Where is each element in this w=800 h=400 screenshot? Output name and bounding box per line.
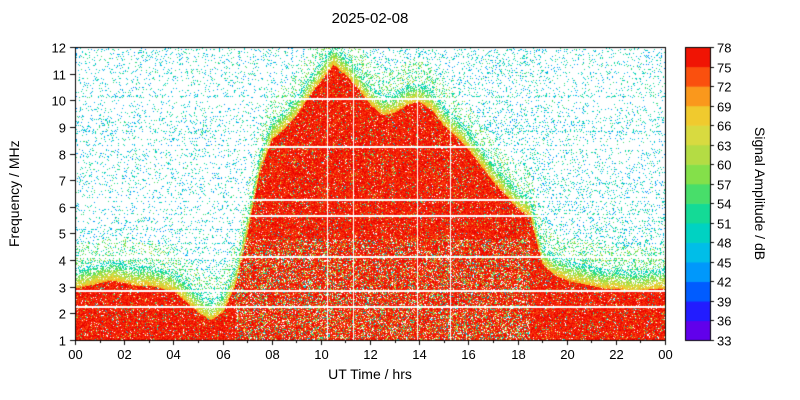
x-tick-label: 08 bbox=[265, 347, 280, 362]
y-tick-label: 7 bbox=[58, 173, 66, 188]
colorbar-tick-label: 33 bbox=[717, 333, 732, 348]
y-tick-label: 6 bbox=[58, 200, 66, 215]
x-tick-label: 00 bbox=[658, 347, 673, 362]
colorbar-tick-label: 66 bbox=[717, 118, 732, 133]
y-tick-label: 11 bbox=[52, 67, 67, 82]
colorbar-tick-label: 36 bbox=[717, 313, 732, 328]
x-tick-label: 02 bbox=[117, 347, 132, 362]
y-tick-label: 8 bbox=[58, 147, 66, 162]
x-tick-label: 22 bbox=[609, 347, 624, 362]
y-axis-label: Frequency / MHz bbox=[6, 140, 22, 247]
colorbar-tick-label: 42 bbox=[717, 274, 732, 289]
y-tick-label: 9 bbox=[58, 120, 66, 135]
x-tick-label: 04 bbox=[166, 347, 181, 362]
x-tick-label: 18 bbox=[511, 347, 526, 362]
x-tick-label: 14 bbox=[412, 347, 427, 362]
y-tick-label: 5 bbox=[58, 226, 66, 241]
x-tick-label: 06 bbox=[216, 347, 231, 362]
colorbar-label: Signal Amplitude / dB bbox=[752, 126, 768, 261]
colorbar-tick-label: 48 bbox=[717, 235, 732, 250]
colorbar-tick-label: 78 bbox=[717, 40, 732, 55]
colorbar-tick-label: 69 bbox=[717, 99, 732, 114]
x-tick-label: 16 bbox=[461, 347, 476, 362]
colorbar-tick-label: 51 bbox=[717, 216, 732, 231]
y-tick-label: 4 bbox=[58, 253, 66, 268]
figure-title: 2025-02-08 bbox=[331, 10, 409, 27]
x-tick-label: 10 bbox=[314, 347, 329, 362]
colorbar-tick-label: 75 bbox=[717, 60, 732, 75]
colorbar-tick-label: 63 bbox=[717, 138, 732, 153]
colorbar-tick-label: 72 bbox=[717, 79, 732, 94]
colorbar-tick-label: 39 bbox=[717, 294, 732, 309]
colorbar-tick-label: 60 bbox=[717, 157, 732, 172]
y-tick-label: 12 bbox=[51, 40, 66, 55]
y-tick-label: 10 bbox=[51, 93, 66, 108]
colorbar-tick-label: 54 bbox=[717, 196, 732, 211]
y-tick-label: 2 bbox=[58, 306, 66, 321]
x-tick-label: 20 bbox=[560, 347, 575, 362]
colorbar-tick-label: 57 bbox=[717, 177, 732, 192]
y-tick-label: 3 bbox=[58, 280, 66, 295]
x-axis-label: UT Time / hrs bbox=[328, 366, 412, 382]
x-tick-label: 00 bbox=[68, 347, 83, 362]
x-tick-label: 12 bbox=[363, 347, 378, 362]
y-tick-label: 1 bbox=[58, 333, 66, 348]
colorbar-tick-label: 45 bbox=[717, 255, 732, 270]
